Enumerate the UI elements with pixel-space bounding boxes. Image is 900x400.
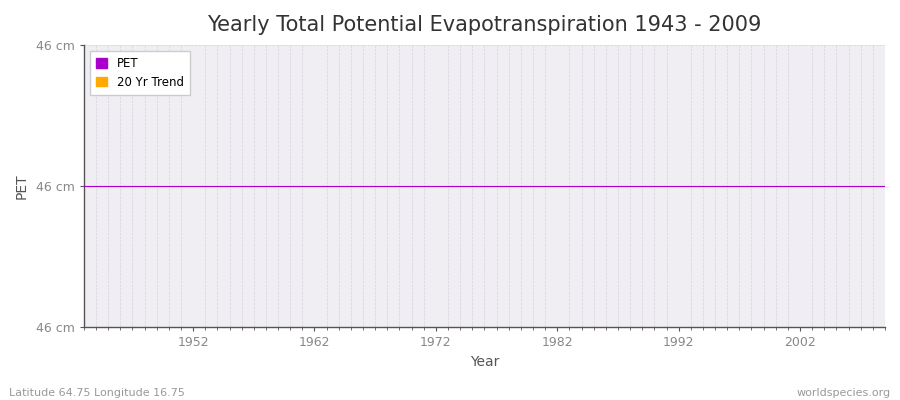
Legend: PET, 20 Yr Trend: PET, 20 Yr Trend <box>90 51 190 94</box>
Text: worldspecies.org: worldspecies.org <box>796 388 891 398</box>
Title: Yearly Total Potential Evapotranspiration 1943 - 2009: Yearly Total Potential Evapotranspiratio… <box>207 15 761 35</box>
Y-axis label: PET: PET <box>15 173 29 199</box>
Text: Latitude 64.75 Longitude 16.75: Latitude 64.75 Longitude 16.75 <box>9 388 184 398</box>
X-axis label: Year: Year <box>470 355 500 369</box>
